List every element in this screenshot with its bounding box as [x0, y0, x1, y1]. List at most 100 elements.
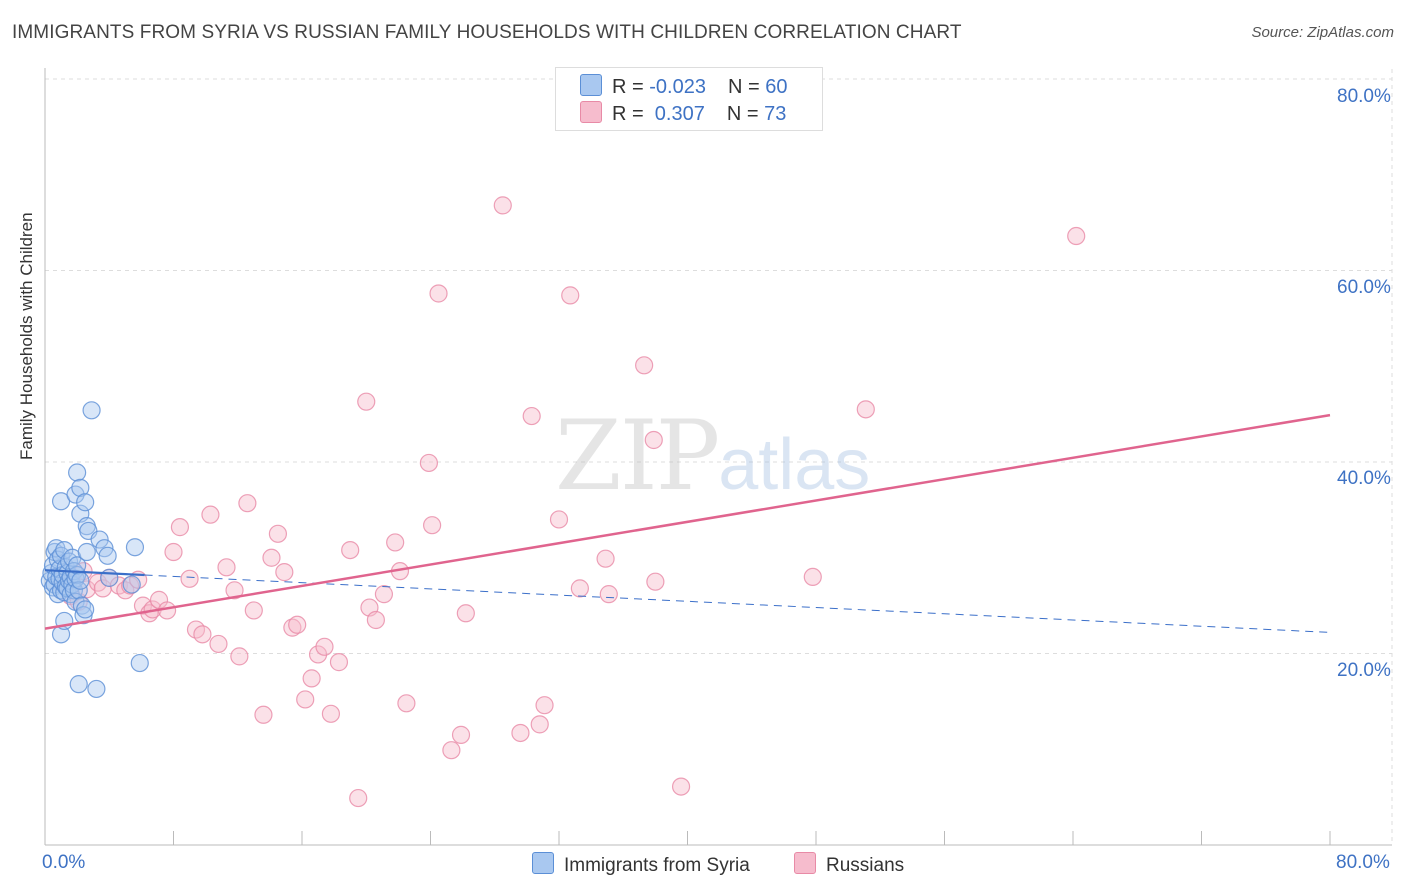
syria-point	[122, 575, 141, 594]
russians-point	[230, 647, 249, 666]
syria-point	[82, 401, 101, 420]
syria-point	[125, 538, 145, 557]
russians-series	[53, 196, 1086, 808]
russians-point	[493, 196, 512, 215]
russians-point	[397, 694, 416, 713]
legend-row-syria: R = -0.023 N = 60	[580, 74, 787, 100]
syria-legend-icon	[532, 852, 554, 874]
legend-r-value: -0.023	[649, 76, 706, 98]
syria-point	[87, 679, 106, 699]
russians-point	[321, 704, 341, 723]
bottom-legend-syria-label: Immigrants from Syria	[564, 855, 750, 876]
russians-point	[275, 563, 294, 582]
syria-point	[77, 542, 96, 562]
russians-point	[164, 542, 183, 562]
russians-point	[419, 453, 438, 473]
syria-point	[76, 600, 95, 619]
russians-point	[561, 286, 580, 305]
y-tick-label-80: 80.0%	[1337, 86, 1391, 107]
russians-point	[671, 777, 691, 796]
syria-series	[40, 401, 149, 699]
syria-point	[98, 546, 117, 565]
russians-point	[386, 533, 405, 552]
legend-n-value: 73	[764, 103, 787, 125]
axes	[44, 68, 1392, 846]
russians-point	[217, 558, 236, 577]
russians-point	[599, 585, 618, 604]
russians-point	[244, 601, 263, 620]
syria-point	[71, 571, 90, 590]
trend-lines	[44, 413, 1331, 633]
russians-point	[209, 634, 228, 654]
russians-point	[635, 356, 654, 375]
syria-point	[90, 530, 109, 549]
watermark-atlas: atlas	[718, 425, 871, 505]
russians-point	[288, 615, 307, 634]
russians-point	[357, 392, 376, 411]
russians-point	[296, 690, 315, 709]
russians-trend-line	[44, 413, 1331, 630]
russians-point	[856, 400, 875, 419]
chart-title: IMMIGRANTS FROM SYRIA VS RUSSIAN FAMILY …	[12, 22, 962, 43]
y-tick-label-20: 20.0%	[1337, 660, 1391, 681]
x-tick-label-min: 0.0%	[42, 852, 86, 873]
russians-point	[238, 494, 257, 513]
russians-point	[302, 669, 321, 688]
russians-point	[374, 585, 394, 604]
syria-point	[76, 493, 95, 512]
russians-swatch-icon	[580, 101, 602, 123]
russians-point	[530, 715, 549, 734]
russians-point	[88, 573, 108, 592]
syria-trend-solid	[44, 569, 145, 577]
russians-point	[193, 625, 212, 644]
grid	[45, 69, 1393, 845]
source-credit: Source: ZipAtlas.com	[1251, 24, 1394, 41]
syria-point	[130, 653, 149, 673]
russians-point	[596, 549, 615, 568]
y-tick-label-40: 40.0%	[1337, 468, 1391, 489]
russians-point	[442, 741, 461, 760]
russians-point	[254, 705, 273, 724]
syria-point	[100, 568, 119, 587]
russians-point	[180, 569, 199, 588]
russians-point	[429, 284, 448, 303]
legend-n-label: N =	[727, 76, 766, 98]
syria-point	[69, 675, 88, 694]
syria-point	[64, 581, 84, 600]
russians-point	[341, 540, 360, 560]
russians-legend-icon	[794, 852, 816, 874]
legend-r-value: 0.307	[649, 103, 705, 125]
russians-point	[315, 637, 334, 656]
syria-point	[68, 556, 87, 575]
watermark-zip: ZIP	[555, 400, 720, 512]
russians-point	[803, 567, 822, 587]
watermark: ZIPatlas	[555, 400, 870, 512]
russians-point	[170, 518, 190, 537]
russians-point	[451, 725, 471, 744]
syria-point	[71, 478, 90, 497]
russians-point	[456, 604, 475, 623]
legend-r-label: R =	[612, 76, 650, 98]
russians-point	[646, 572, 665, 591]
y-tick-label-60: 60.0%	[1337, 277, 1391, 298]
russians-point	[201, 505, 220, 524]
russians-point	[349, 788, 368, 808]
syria-swatch-icon	[580, 74, 602, 96]
legend-r-label: R =	[612, 103, 650, 125]
legend-n-value: 60	[765, 76, 788, 98]
russians-point	[644, 430, 663, 450]
y-axis-label: Family Households with Children	[17, 212, 36, 460]
bottom-legend-russians: Russians	[794, 852, 904, 877]
russians-point	[329, 653, 349, 672]
bottom-legend-syria: Immigrants from Syria	[532, 852, 750, 877]
russians-point	[522, 406, 541, 426]
russians-point	[225, 581, 244, 600]
russians-point	[1067, 226, 1086, 246]
x-tick-label-max: 80.0%	[1336, 852, 1390, 873]
correlation-legend: R = -0.023 N = 60 R = 0.307 N = 73	[555, 67, 823, 131]
bottom-legend-russians-label: Russians	[826, 855, 905, 876]
russians-point	[423, 516, 442, 535]
russians-point	[535, 696, 554, 715]
legend-row-russians: R = 0.307 N = 73	[580, 101, 786, 127]
russians-point	[262, 548, 281, 567]
